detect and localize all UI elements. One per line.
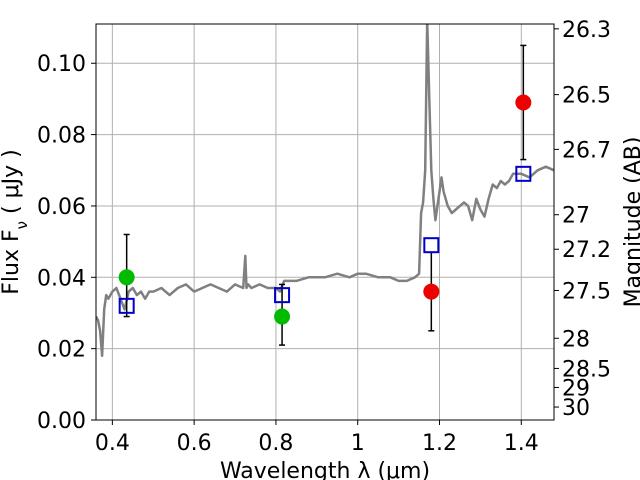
y2-tick-label: 28	[562, 327, 590, 352]
y-tick-label: 0.06	[37, 195, 86, 220]
model-square-point	[274, 287, 291, 304]
x-axis-ticks: 0.4 0.6 0.8 1 1.2 1.4	[95, 420, 539, 456]
y2-axis-label: Magnitude (AB)	[621, 137, 640, 308]
y2-tick-label: 27.2	[562, 238, 611, 263]
x-tick-label: 0.6	[177, 431, 212, 456]
red-data-point	[423, 283, 440, 300]
x-tick-label: 1	[351, 431, 365, 456]
x-tick-label: 1.2	[422, 431, 457, 456]
y-tick-label: 0.10	[37, 52, 86, 77]
points-layer	[118, 94, 532, 325]
y-axis-ticks: 0.00 0.02 0.04 0.06 0.08 0.10	[37, 52, 96, 434]
y2-tick-label: 27	[562, 204, 590, 229]
y-tick-label: 0.00	[37, 409, 86, 434]
spectrum-layer	[96, 24, 554, 358]
y-axis-label-unit: ( μJy )	[0, 149, 24, 221]
y2-tick-label: 30	[562, 396, 590, 421]
x-tick-label: 0.8	[258, 431, 293, 456]
y2-tick-label: 26.3	[562, 18, 611, 43]
model-square-point	[423, 237, 440, 254]
y-axis-label: Flux Fν ( μJy )	[0, 149, 31, 294]
green-data-point	[118, 269, 135, 286]
x-tick-label: 0.4	[95, 431, 130, 456]
y2-tick-label: 26.7	[562, 138, 611, 163]
x-axis-label: Wavelength λ (μm)	[220, 459, 430, 480]
model-square-point	[118, 297, 135, 314]
model-square-point	[515, 165, 532, 182]
plot-frame	[95, 23, 555, 421]
grid-layer	[96, 24, 554, 421]
green-data-point	[274, 308, 291, 325]
y-tick-label: 0.02	[37, 338, 86, 363]
y-tick-label: 0.08	[37, 124, 86, 149]
y-axis-label-subscript: ν	[13, 221, 31, 229]
x-tick-label: 1.4	[504, 431, 539, 456]
spectrum-line	[96, 24, 554, 358]
y2-tick-label: 27.5	[562, 279, 611, 304]
y2-tick-label: 28.5	[562, 357, 611, 382]
y2-tick-label: 26.5	[562, 84, 611, 109]
errorbar-layer	[123, 44, 527, 346]
y2-tick-label: 29	[562, 376, 590, 401]
y-tick-label: 0.04	[37, 266, 86, 291]
red-data-point	[515, 94, 532, 111]
